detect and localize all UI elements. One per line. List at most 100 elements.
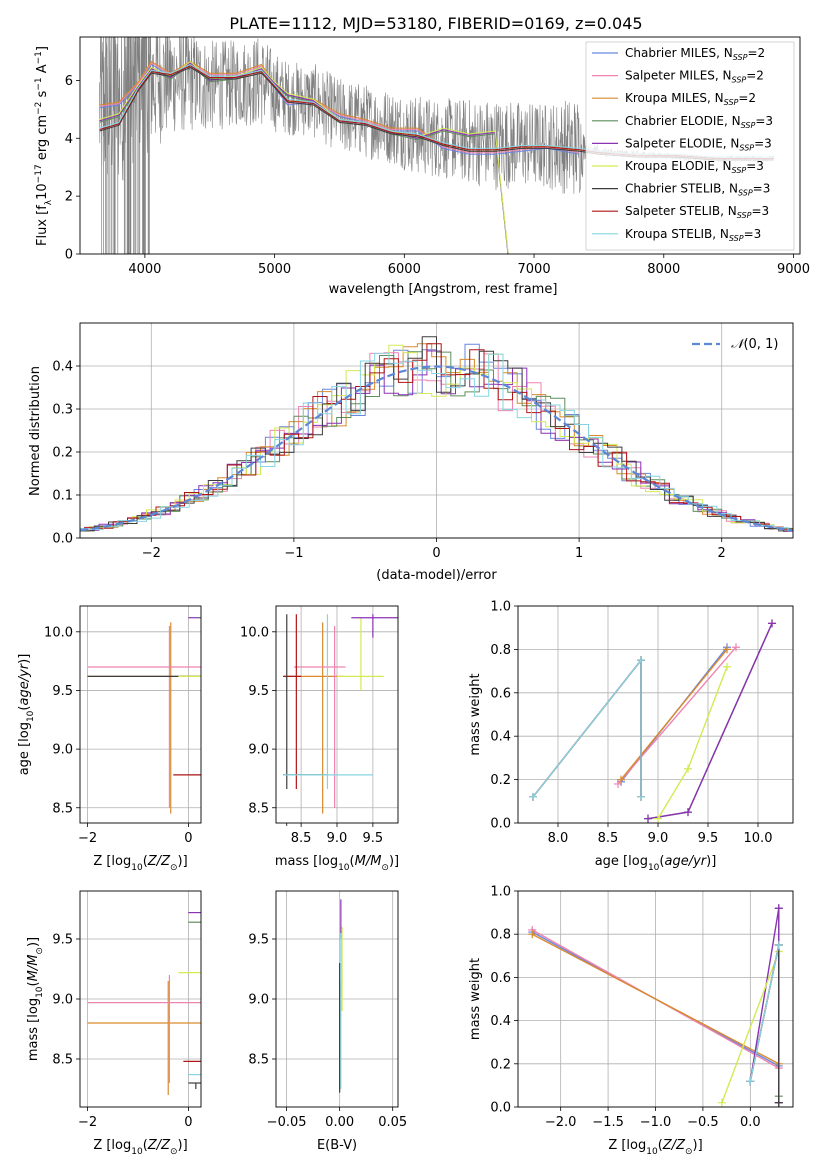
x-tick-label: 0.05: [378, 1115, 407, 1130]
y-tick-label: 0.6: [490, 971, 511, 986]
x-tick-label: 9.0: [648, 831, 669, 846]
axes-frame: [517, 605, 794, 824]
panel-spectrum: 4000 5000 6000 7000 8000 9000 0 2 4 6 Chabrier MIL…: [34, 36, 810, 297]
panel-mass-vs-ebv: −0.05 0.00 0.05 8.5 9.0 9.5 E(B-V): [248, 890, 407, 1153]
x-tick-label: 0: [184, 1115, 192, 1130]
panel-residuals: −2 −1 0 1 2 0.0 0.1 0.2 0.3 0.4 𝒩(0, 1) (data-model…: [28, 322, 794, 583]
weight-line-kroupa-stelib: [749, 944, 780, 1082]
weight-marker: [684, 808, 692, 817]
x-axis-label: age [log10(age/yr)]: [595, 854, 717, 873]
axes-frame: [79, 322, 794, 539]
weight-marker: [774, 904, 783, 913]
x-tick-label: −0.05: [267, 1115, 307, 1130]
x-tick-label: 6000: [388, 262, 421, 277]
y-tick-label: 9.5: [52, 933, 73, 948]
x-tick-label: 9000: [777, 262, 810, 277]
y-tick-label: 0.2: [490, 773, 511, 788]
x-axis-label: (data-model)/error: [376, 568, 497, 583]
y-tick-label: 0.3: [52, 403, 73, 418]
axes-frame: [275, 890, 399, 1108]
plot-area-age-vs-mass: [283, 614, 398, 814]
weight-marker: [768, 619, 776, 628]
x-axis-label: E(B-V): [317, 1138, 357, 1153]
plot-area-mass-vs-Z: [87, 911, 201, 1095]
x-tick-label: 4000: [128, 262, 161, 277]
y-tick-label: 0.2: [490, 1057, 511, 1072]
x-tick-label: 8.5: [598, 831, 619, 846]
weight-line-kroupa-miles: [531, 933, 780, 1065]
axes-frame: [79, 605, 202, 824]
x-axis-label: wavelength [Angstrom, rest frame]: [329, 282, 558, 297]
y-tick-label: 10.0: [44, 625, 73, 640]
legend-label: Salpeter MILES, NSSP=2: [625, 69, 764, 85]
x-tick-label: 8000: [647, 262, 680, 277]
y-tick-label: 0.8: [490, 928, 511, 943]
axes-frame: [79, 890, 202, 1108]
y-tick-label: 0.4: [52, 360, 73, 375]
y-tick-label: 9.5: [52, 684, 73, 699]
x-axis-label: Z [log10(Z/Z⊙)]: [93, 854, 187, 873]
weight-line-chabrier-elodie: [647, 623, 773, 820]
x-tick-label: 9.5: [698, 831, 719, 846]
y-axis-label: age [log10(age/yr)]: [17, 654, 36, 776]
legend-label: Chabrier MILES, NSSP=2: [625, 46, 765, 62]
y-tick-label: 1.0: [490, 885, 511, 900]
axes-frame: [517, 890, 794, 1108]
y-tick-label: 8.5: [52, 801, 73, 816]
y-tick-label: 9.5: [248, 684, 269, 699]
weight-line-salpeter-elodie: [749, 908, 780, 1103]
y-tick-label: 4: [65, 132, 73, 147]
plot-area-mass-vs-ebv: [339, 899, 343, 1093]
legend-label: Salpeter STELIB, NSSP=3: [625, 204, 769, 220]
weight-marker: [637, 792, 645, 801]
weight-marker: [637, 656, 645, 665]
y-tick-label: 8.5: [52, 1053, 73, 1068]
histogram-salpeter-stelib: [80, 343, 793, 531]
y-tick-label: 0.6: [490, 686, 511, 701]
y-tick-label: 0.8: [490, 643, 511, 658]
y-tick-label: 8.5: [248, 801, 269, 816]
x-axis-label: Z [log10(Z/Z⊙)]: [608, 1138, 702, 1157]
axes-frame: [275, 605, 399, 824]
x-tick-label: 2: [718, 546, 726, 561]
x-tick-label: 1: [575, 546, 583, 561]
legend-label: Chabrier ELODIE, NSSP=3: [625, 114, 773, 130]
x-tick-label: −1.0: [640, 1115, 672, 1130]
x-tick-label: 7000: [518, 262, 551, 277]
figure-title: PLATE=1112, MJD=53180, FIBERID=0169, z=0…: [229, 14, 642, 33]
legend-label: Salpeter ELODIE, NSSP=3: [625, 136, 772, 152]
y-tick-label: 9.5: [248, 933, 269, 948]
normal-curve: [80, 365, 793, 532]
x-tick-label: 0.0: [740, 1115, 761, 1130]
x-tick-label: −0.5: [687, 1115, 719, 1130]
y-tick-label: 8.5: [248, 1053, 269, 1068]
panel-age-vs-mass: 8.5 9.0 9.5 8.5 9.0 9.5 10.0 mass [log10(M/M⊙)]: [240, 605, 399, 873]
weight-marker: [529, 792, 537, 801]
panel-weight-vs-Z: −2.0 −1.5 −1.0 −0.5 0.0 0.0 0.2 0.4 0.6 0.8 1.0 Z […: [468, 885, 794, 1157]
weight-line-kroupa-miles: [620, 648, 728, 781]
y-tick-label: 0.0: [490, 1101, 511, 1116]
x-tick-label: 9.5: [363, 831, 384, 846]
x-tick-label: 9.0: [327, 831, 348, 846]
weight-line-kroupa-elodie: [657, 666, 728, 820]
weight-line-salpeter-miles: [617, 646, 737, 785]
y-tick-label: 10.0: [240, 625, 269, 640]
x-tick-label: 10.0: [744, 831, 773, 846]
weight-marker: [654, 814, 662, 823]
x-tick-label: −2: [78, 1115, 97, 1130]
y-axis-label: mass weight: [468, 958, 483, 1040]
legend-label: Kroupa ELODIE, NSSP=3: [625, 159, 764, 175]
weight-marker: [723, 662, 731, 671]
panel-age-vs-Z: −2 0 8.5 9.0 9.5 10.0 Z [log10(Z/Z⊙)] age [log1…: [17, 605, 202, 873]
x-tick-label: 5000: [258, 262, 291, 277]
y-axis-label: mass weight: [468, 673, 483, 755]
spectrum-legend: Chabrier MILES, NSSP=2 Salpeter MILES, NS…: [585, 41, 795, 251]
y-tick-label: 0.0: [490, 817, 511, 832]
y-tick-label: 9.0: [248, 743, 269, 758]
spectrum-plot-area: [99, 37, 775, 254]
x-tick-label: 0: [432, 546, 440, 561]
legend-label: Kroupa STELIB, NSSP=3: [625, 227, 761, 243]
histogram-kroupa-miles: [80, 343, 793, 532]
legend-label: Chabrier STELIB, NSSP=3: [625, 182, 770, 198]
weight-line-kroupa-elodie: [721, 951, 780, 1103]
